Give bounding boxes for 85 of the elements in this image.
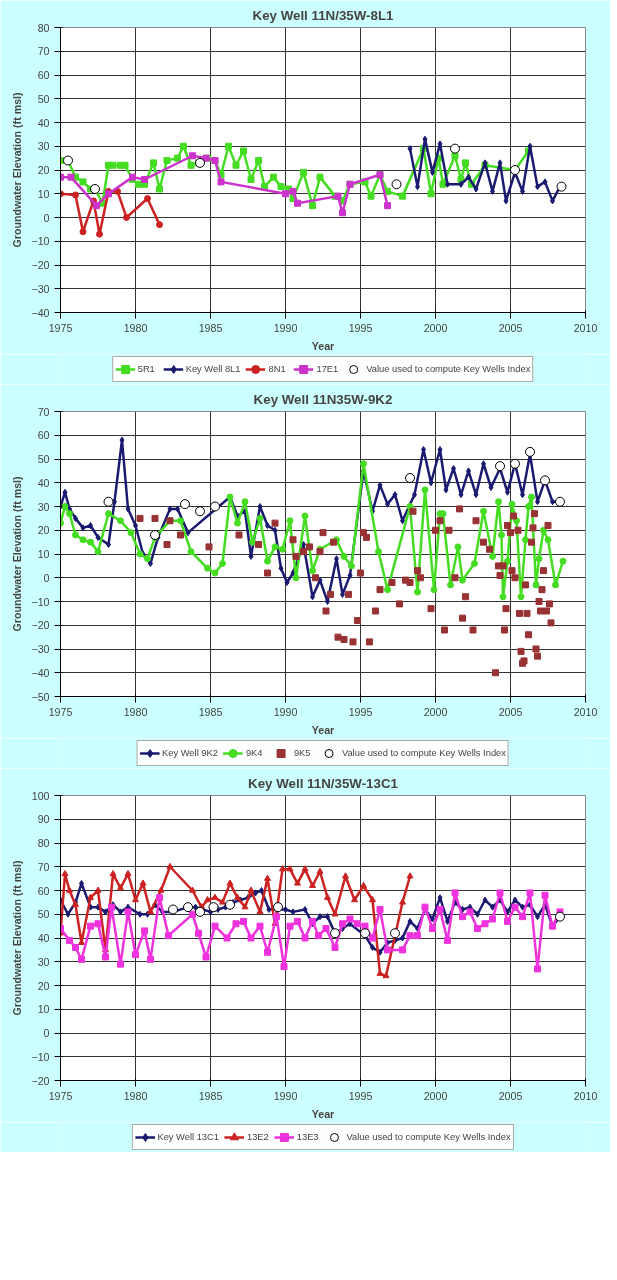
x-tick-label: 2005 <box>498 1089 523 1102</box>
y-tick-label: 20 <box>37 979 50 992</box>
x-tick-label: 2005 <box>498 321 523 334</box>
y-tick-label: −40 <box>31 306 50 319</box>
legend-label: Key Well 13C1 <box>157 1132 219 1142</box>
x-tick-label: 1990 <box>273 1089 298 1102</box>
legend-label: 13E2 <box>246 1132 269 1142</box>
y-tick-label: 60 <box>37 884 50 897</box>
legend-label: Value used to compute Key Wells Index <box>341 748 506 758</box>
y-axis-title: Groundwater Elevation (ft msl) <box>11 91 24 248</box>
legend-label: 5R1 <box>137 364 156 374</box>
y-tick-label: 60 <box>37 429 50 442</box>
x-tick-label: 2000 <box>423 321 448 334</box>
legend-label: 9K4 <box>245 748 264 758</box>
x-tick-label: 1985 <box>198 705 223 718</box>
x-tick-label: 1975 <box>48 1089 73 1102</box>
y-tick-label: 10 <box>37 187 50 200</box>
y-axis-title: Groundwater Elevation (ft msl) <box>11 859 24 1016</box>
y-tick-label: 70 <box>37 405 50 418</box>
y-tick-label: 100 <box>31 789 50 802</box>
x-tick-label: 1975 <box>48 321 73 334</box>
y-tick-label: 10 <box>37 1003 50 1016</box>
y-tick-label: 0 <box>43 1027 50 1039</box>
x-axis-title: Year <box>311 1107 335 1120</box>
x-tick-label: 1985 <box>198 1089 223 1102</box>
y-tick-label: 90 <box>37 813 50 826</box>
y-tick-label: 20 <box>37 524 50 537</box>
x-tick-label: 1995 <box>348 1089 373 1102</box>
y-tick-label: 30 <box>37 500 50 513</box>
x-tick-label: 1995 <box>348 705 373 718</box>
y-tick-label: 40 <box>37 116 50 129</box>
y-tick-label: 20 <box>37 164 50 176</box>
y-tick-label: −20 <box>31 1074 50 1087</box>
y-tick-label: 50 <box>37 908 50 921</box>
x-tick-label: 1995 <box>348 321 373 334</box>
y-tick-label: 50 <box>37 92 50 105</box>
legend-label: Value used to compute Key Wells Index <box>366 364 531 374</box>
x-tick-label: 1980 <box>123 1089 148 1102</box>
x-tick-label: 1980 <box>123 321 148 334</box>
y-tick-label: 0 <box>43 211 50 224</box>
chart-title: Key Well 11N/35W-8L1 <box>252 7 395 23</box>
x-tick-label: 2010 <box>573 321 598 334</box>
y-tick-label: −10 <box>31 235 50 248</box>
y-tick-label: 50 <box>37 453 50 465</box>
y-tick-label: 40 <box>37 932 50 944</box>
chart-title: Key Well 11N35W-9K2 <box>253 391 393 407</box>
y-axis-title: Groundwater Elevation (ft msl) <box>11 475 24 632</box>
x-tick-label: 1990 <box>273 705 298 718</box>
y-tick-label: 70 <box>37 860 50 873</box>
x-tick-label: 1990 <box>273 321 298 334</box>
y-tick-label: 70 <box>37 45 50 58</box>
legend-label: 17E1 <box>316 364 339 374</box>
legend-label: Value used to compute Key Wells Index <box>346 1132 511 1142</box>
x-tick-label: 2000 <box>423 705 448 718</box>
y-tick-label: 60 <box>37 69 50 81</box>
x-tick-label: 1980 <box>123 705 148 718</box>
x-tick-label: 2005 <box>498 705 523 718</box>
legend-label: 13E3 <box>296 1132 319 1142</box>
y-tick-label: 80 <box>37 21 50 34</box>
y-tick-label: −40 <box>31 666 50 679</box>
legend-label: 9K5 <box>293 748 312 758</box>
x-axis-title: Year <box>311 723 335 736</box>
y-tick-label: −50 <box>31 690 50 703</box>
x-tick-label: 1975 <box>48 705 73 718</box>
y-tick-label: 10 <box>37 548 50 560</box>
y-tick-label: −10 <box>31 1050 50 1063</box>
y-tick-label: 30 <box>37 955 50 968</box>
legend-label: 8N1 <box>268 364 287 374</box>
y-tick-label: 30 <box>37 140 50 153</box>
x-axis-title: Year <box>311 339 335 352</box>
chart-title: Key Well 11N/35W-13C1 <box>248 775 399 791</box>
y-tick-label: 80 <box>37 837 50 849</box>
x-tick-label: 1985 <box>198 321 223 334</box>
legend-label: Key Well 8L1 <box>185 364 241 374</box>
y-tick-label: −20 <box>31 259 50 271</box>
y-tick-label: 40 <box>37 476 50 489</box>
legend-label: Key Well 9K2 <box>162 748 218 758</box>
y-tick-label: −30 <box>31 282 50 295</box>
x-tick-label: 2010 <box>573 705 598 718</box>
y-tick-label: −20 <box>31 619 50 632</box>
x-tick-label: 2000 <box>423 1089 448 1102</box>
x-tick-label: 2010 <box>573 1089 598 1102</box>
y-tick-label: 0 <box>43 571 50 584</box>
y-tick-label: −30 <box>31 643 50 655</box>
y-tick-label: −10 <box>31 595 50 608</box>
